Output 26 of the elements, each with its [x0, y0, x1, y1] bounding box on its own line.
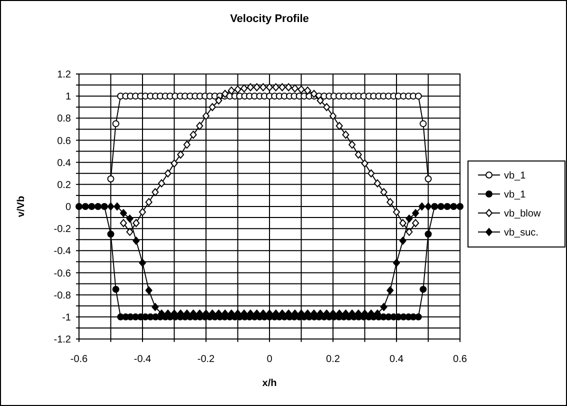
x-tick-label: 0.4 — [390, 354, 404, 365]
y-tick-label: 0 — [65, 202, 72, 213]
x-tick-label: 0.2 — [326, 354, 340, 365]
y-tick-label: -1 — [62, 312, 72, 324]
y-tick-label: -1.2 — [54, 334, 72, 346]
y-tick-label: 0.6 — [57, 136, 72, 147]
legend-label: vb_1 — [504, 170, 526, 182]
y-tick-label: -0.8 — [54, 290, 72, 302]
x-tick-label: 0 — [266, 354, 273, 365]
y-axis-title: v/Vb — [16, 196, 27, 218]
legend-label: vb_suc. — [504, 228, 538, 238]
y-tick-label: -0.6 — [54, 268, 72, 280]
y-tick-label: -0.4 — [54, 246, 72, 258]
y-tick-label: 1.2 — [57, 70, 72, 80]
chart-title: Velocity Profile — [230, 13, 309, 25]
y-tick-label: 0.4 — [57, 158, 72, 169]
x-tick-label: 0.6 — [453, 354, 468, 365]
y-tick-label: 0.8 — [57, 114, 72, 125]
legend-label: vb_1 — [504, 190, 526, 200]
x-tick-label: -0.2 — [197, 354, 216, 365]
x-tick-label: -0.4 — [134, 354, 152, 365]
y-tick-label: 1 — [65, 92, 72, 103]
y-tick-label: -0.2 — [54, 224, 72, 236]
x-axis-title: x/h — [262, 378, 277, 389]
y-tick-label: 0.2 — [57, 180, 72, 191]
legend-label: vb_blow — [504, 208, 542, 220]
